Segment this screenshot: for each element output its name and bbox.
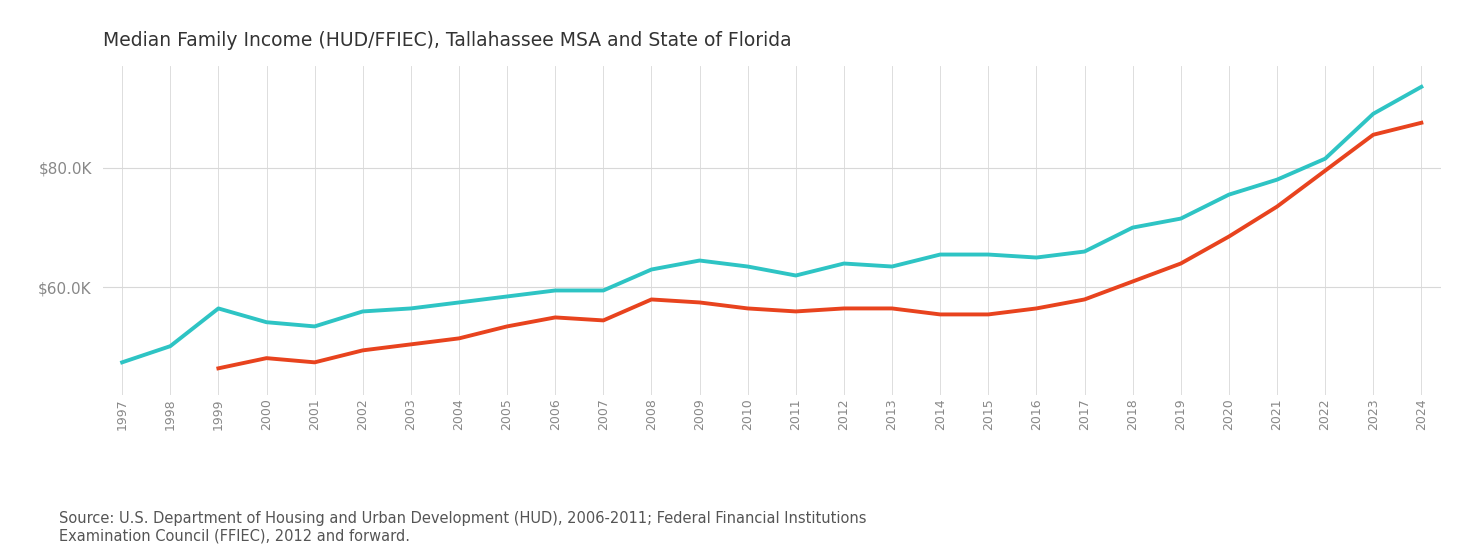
Text: Median Family Income (HUD/FFIEC), Tallahassee MSA and State of Florida: Median Family Income (HUD/FFIEC), Tallah… — [103, 31, 791, 51]
Text: Source: U.S. Department of Housing and Urban Development (HUD), 2006-2011; Feder: Source: U.S. Department of Housing and U… — [59, 511, 866, 544]
